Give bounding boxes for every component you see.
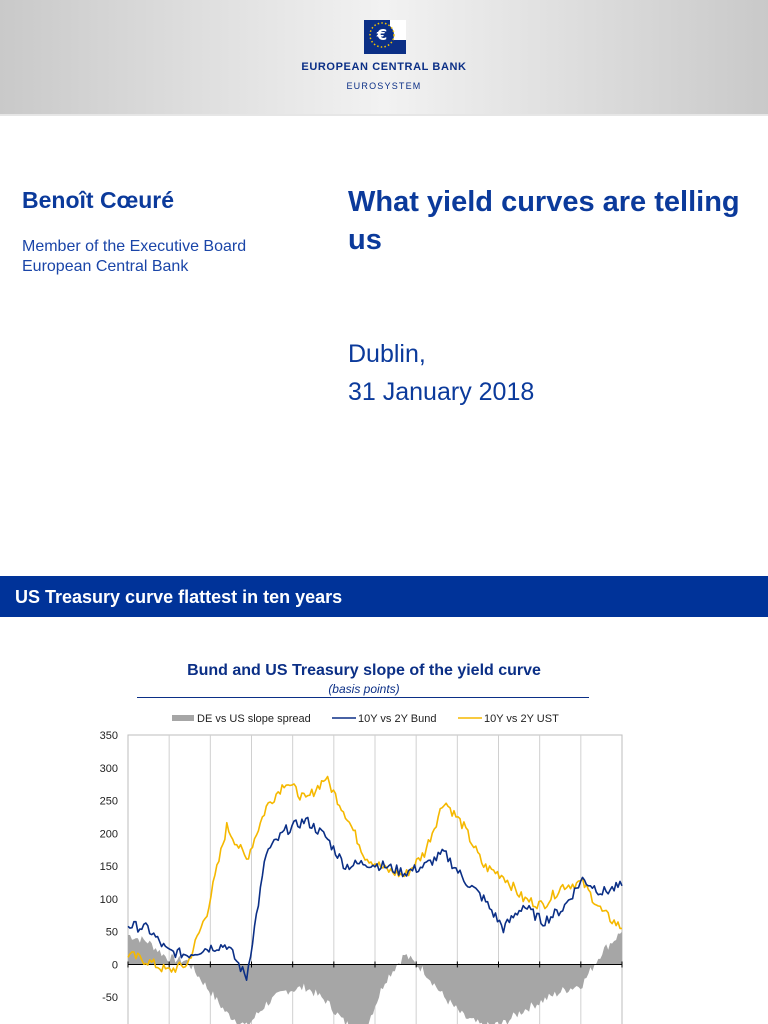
ecb-header: € EUROPEAN CENTRAL BANK EUROSYSTEM [0, 0, 768, 114]
speaker-role-line-1: Member of the Executive Board [22, 238, 247, 255]
legend-swatch-spread [172, 715, 194, 721]
series-line-10y-vs-2y-bund [127, 816, 623, 981]
chart-title: Bund and US Treasury slope of the yield … [187, 662, 541, 679]
speaker-name: Benoît Cœuré [22, 187, 175, 213]
legend-label-bund: 10Y vs 2Y Bund [358, 713, 437, 725]
y-tick-label: 300 [100, 763, 118, 775]
presentation-title: What yield curves are telling us [348, 186, 740, 256]
y-tick-label: 50 [106, 927, 118, 939]
y-tick-label: 350 [100, 730, 118, 742]
ecb-euro-logo-icon: € [364, 20, 406, 54]
y-tick-label: 150 [100, 861, 118, 873]
legend-label-ust: 10Y vs 2Y UST [484, 713, 559, 725]
header-divider [0, 114, 768, 116]
y-tick-label: -50 [102, 992, 118, 1004]
y-tick-label: 0 [112, 959, 118, 971]
yield-curve-chart: DE vs US slope spread 10Y vs 2Y Bund 10Y… [100, 713, 623, 1024]
series-area-de-vs-us-spread [128, 931, 622, 1024]
y-tick-label: 250 [100, 796, 118, 808]
legend-label-spread: DE vs US slope spread [197, 713, 311, 725]
series-line-10y-vs-2y-ust [127, 775, 622, 973]
chart-subtitle: (basis points) [328, 682, 400, 696]
svg-text:€: € [376, 26, 387, 44]
presentation-place: Dublin, [348, 340, 426, 368]
eurosystem-label: EUROSYSTEM [346, 81, 422, 91]
presentation-date: 31 January 2018 [348, 378, 535, 406]
slide-banner: US Treasury curve flattest in ten years [0, 576, 768, 617]
y-tick-label: 100 [100, 894, 118, 906]
y-tick-label: 200 [100, 828, 118, 840]
speaker-role-line-2: European Central Bank [22, 258, 189, 275]
bank-name: EUROPEAN CENTRAL BANK [301, 61, 467, 73]
chart-title-rule [137, 697, 589, 698]
slide-banner-title: US Treasury curve flattest in ten years [15, 587, 343, 607]
chart-legend: DE vs US slope spread 10Y vs 2Y Bund 10Y… [172, 713, 559, 725]
